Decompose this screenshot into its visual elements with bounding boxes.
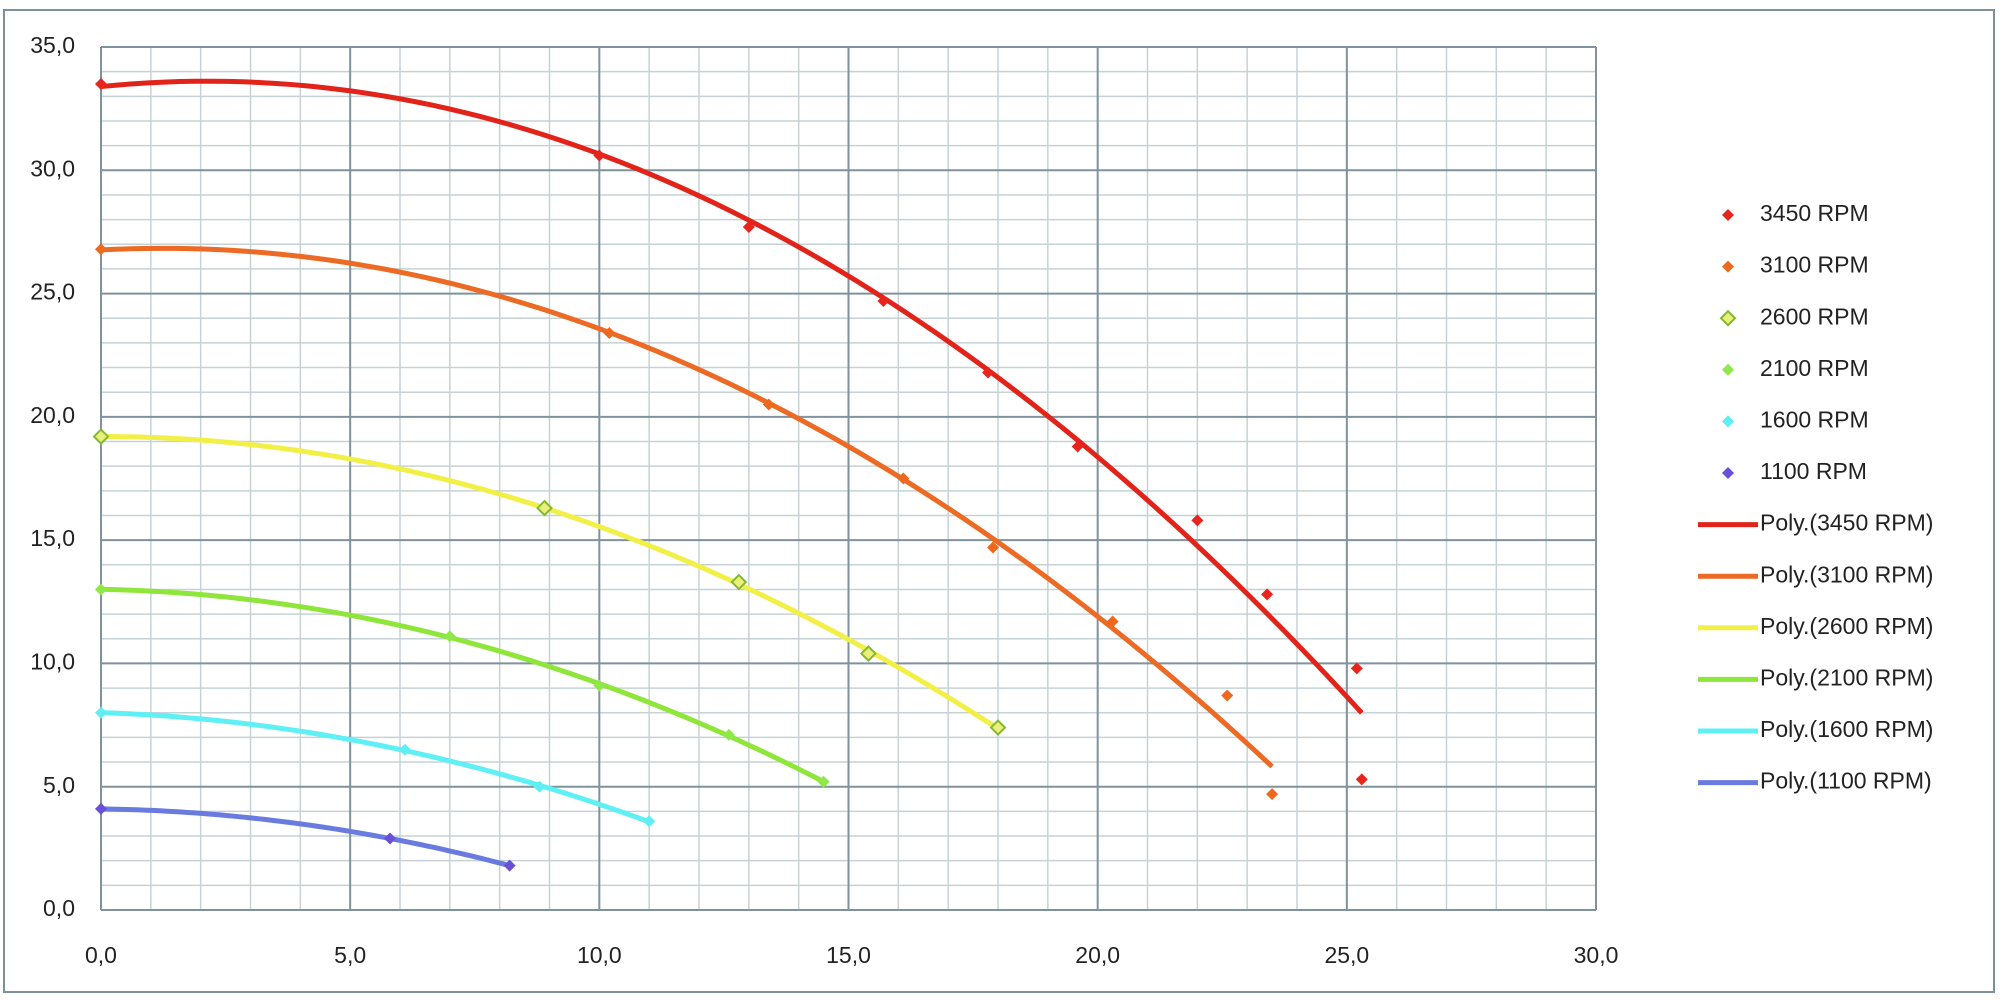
point <box>817 775 830 788</box>
point <box>95 77 107 90</box>
legend-marker <box>1722 260 1734 273</box>
point <box>384 832 397 845</box>
point <box>1266 788 1279 801</box>
legend-label: Poly.(1600 RPM) <box>1760 716 1933 742</box>
trendline <box>100 710 651 825</box>
x-tick-label: 10,0 <box>577 942 622 968</box>
point <box>95 583 107 596</box>
x-tick-label: 0,0 <box>85 942 117 968</box>
legend-marker <box>1722 209 1734 221</box>
legend-label: 2600 RPM <box>1760 303 1869 329</box>
point <box>443 630 456 643</box>
y-tick-label: 15,0 <box>30 525 75 551</box>
legend-label: Poly.(2600 RPM) <box>1760 613 1933 639</box>
point <box>95 802 107 815</box>
point <box>536 499 553 517</box>
point <box>593 149 606 162</box>
point <box>730 573 748 591</box>
legend-label: 1600 RPM <box>1760 406 1869 432</box>
legend-label: 1100 RPM <box>1760 458 1867 484</box>
legend-marker <box>1719 309 1737 327</box>
legend-label: Poly.(3100 RPM) <box>1760 561 1933 587</box>
point <box>897 472 910 485</box>
y-tick-label: 35,0 <box>30 32 75 58</box>
legend-marker <box>1722 415 1734 428</box>
point <box>982 366 995 379</box>
point <box>503 859 516 872</box>
point <box>1261 588 1274 601</box>
point <box>95 706 107 719</box>
point <box>877 294 890 307</box>
legend-label: Poly.(2100 RPM) <box>1760 664 1933 690</box>
trendline <box>100 806 511 869</box>
point <box>92 428 110 445</box>
point <box>742 220 755 233</box>
x-tick-label: 25,0 <box>1324 942 1369 968</box>
trendline <box>100 586 825 784</box>
point <box>1106 615 1119 628</box>
y-tick-label: 25,0 <box>30 279 75 305</box>
y-tick-label: 30,0 <box>30 155 75 181</box>
chart-frame <box>3 9 1995 993</box>
trendline <box>100 78 1364 715</box>
x-tick-label: 15,0 <box>826 942 871 968</box>
x-tick-label: 30,0 <box>1574 942 1619 968</box>
legend-label: Poly.(1100 RPM) <box>1760 768 1932 794</box>
y-tick-label: 5,0 <box>43 772 75 798</box>
x-tick-label: 20,0 <box>1075 942 1120 968</box>
point <box>533 780 546 793</box>
point <box>1191 514 1204 527</box>
point <box>398 743 411 756</box>
point <box>1350 662 1363 675</box>
y-tick-label: 0,0 <box>43 895 75 921</box>
legend-marker <box>1722 363 1734 376</box>
point <box>722 728 735 741</box>
y-tick-label: 10,0 <box>30 649 75 675</box>
point <box>643 815 656 828</box>
point <box>762 398 775 411</box>
legend-label: 2100 RPM <box>1760 355 1869 381</box>
trendline <box>100 245 1274 769</box>
x-tick-label: 5,0 <box>334 942 366 968</box>
point <box>989 719 1007 736</box>
y-tick-label: 20,0 <box>30 402 75 428</box>
point <box>1071 440 1084 453</box>
point <box>860 645 877 662</box>
legend-label: Poly.(3450 RPM) <box>1760 510 1933 536</box>
point <box>1221 689 1234 702</box>
point <box>987 541 1000 554</box>
point <box>95 243 107 256</box>
legend-marker <box>1722 467 1734 479</box>
legend-label: 3450 RPM <box>1760 200 1869 226</box>
point <box>603 327 616 340</box>
point <box>593 679 606 692</box>
legend-label: 3100 RPM <box>1760 252 1869 278</box>
point <box>1355 773 1368 786</box>
